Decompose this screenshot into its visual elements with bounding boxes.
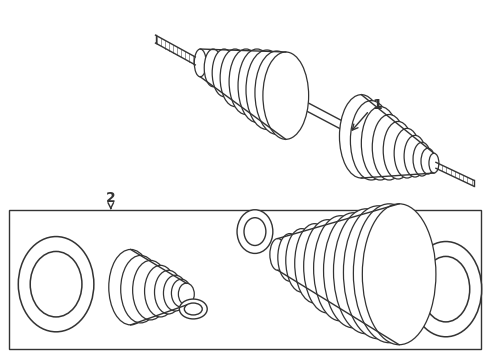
- Ellipse shape: [304, 220, 351, 313]
- Ellipse shape: [238, 49, 276, 122]
- Ellipse shape: [394, 129, 420, 178]
- Ellipse shape: [372, 114, 406, 180]
- Ellipse shape: [323, 213, 383, 328]
- Ellipse shape: [246, 50, 288, 129]
- Ellipse shape: [340, 95, 383, 178]
- Ellipse shape: [179, 299, 207, 319]
- Ellipse shape: [314, 216, 368, 321]
- Ellipse shape: [361, 107, 399, 180]
- Ellipse shape: [237, 210, 273, 253]
- Text: 1: 1: [372, 98, 382, 112]
- Ellipse shape: [413, 142, 431, 176]
- Ellipse shape: [204, 49, 222, 87]
- Ellipse shape: [195, 49, 206, 77]
- Ellipse shape: [212, 49, 236, 96]
- Ellipse shape: [286, 229, 318, 292]
- Ellipse shape: [178, 283, 195, 305]
- Ellipse shape: [334, 209, 399, 334]
- Bar: [9, 210, 481, 349]
- Text: 2: 2: [106, 191, 116, 205]
- Ellipse shape: [121, 255, 161, 323]
- Ellipse shape: [154, 270, 182, 314]
- Ellipse shape: [244, 218, 266, 246]
- Ellipse shape: [109, 249, 152, 325]
- Ellipse shape: [133, 260, 169, 320]
- Ellipse shape: [353, 204, 425, 343]
- Ellipse shape: [278, 234, 302, 281]
- Ellipse shape: [263, 52, 309, 139]
- Ellipse shape: [255, 51, 299, 134]
- Ellipse shape: [270, 239, 286, 270]
- Ellipse shape: [383, 121, 413, 179]
- Ellipse shape: [18, 237, 94, 332]
- Ellipse shape: [343, 206, 413, 339]
- Ellipse shape: [145, 265, 176, 317]
- Ellipse shape: [410, 242, 482, 337]
- Ellipse shape: [229, 49, 263, 114]
- Ellipse shape: [30, 251, 82, 317]
- Ellipse shape: [429, 153, 439, 173]
- Ellipse shape: [350, 100, 392, 180]
- Ellipse shape: [164, 275, 187, 311]
- Ellipse shape: [294, 224, 335, 303]
- Ellipse shape: [172, 279, 191, 307]
- Ellipse shape: [184, 303, 202, 315]
- Ellipse shape: [362, 204, 436, 345]
- Ellipse shape: [404, 135, 426, 177]
- Ellipse shape: [421, 148, 435, 174]
- Ellipse shape: [422, 256, 470, 322]
- Ellipse shape: [220, 49, 250, 107]
